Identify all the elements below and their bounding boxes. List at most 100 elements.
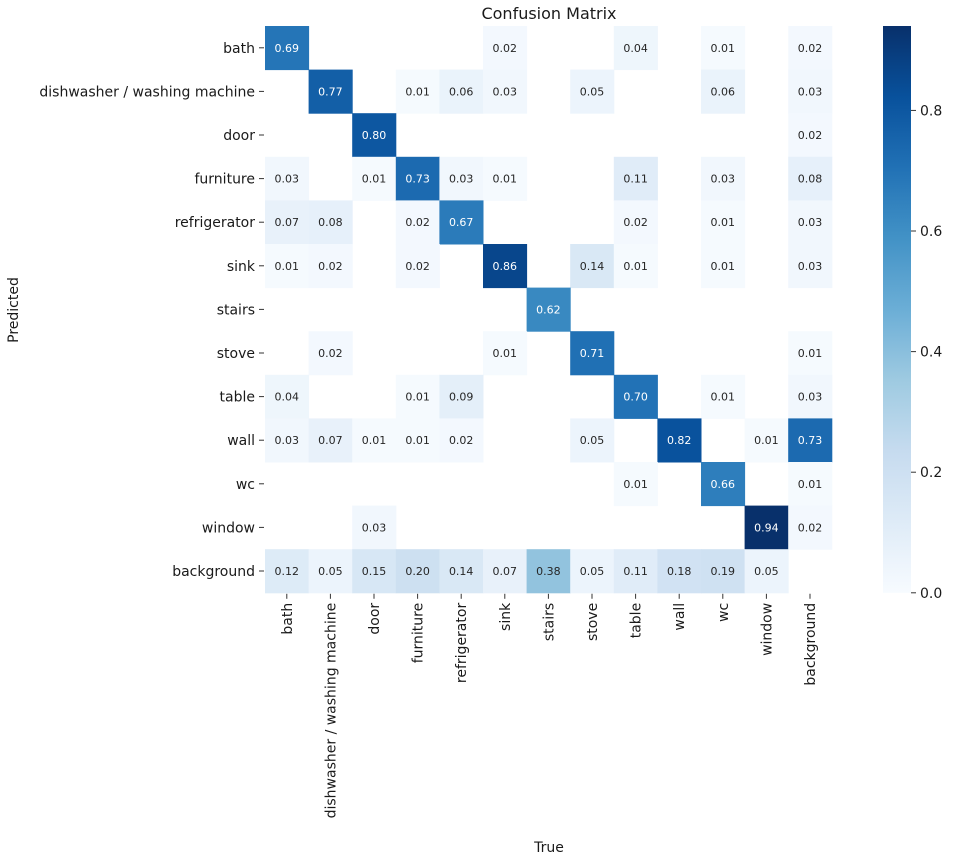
cell-value-label: 0.19 xyxy=(711,565,736,578)
heatmap-cell xyxy=(613,200,658,245)
x-axis-label: True xyxy=(533,840,564,856)
cell-value-label: 0.73 xyxy=(798,434,823,447)
cell-value-label: 0.09 xyxy=(449,391,474,404)
heatmap-cell xyxy=(613,549,658,594)
cell-value-label: 0.01 xyxy=(493,173,518,186)
heatmap-cell xyxy=(439,374,484,419)
heatmap-cell xyxy=(701,26,746,71)
cell-value-label: 0.62 xyxy=(536,303,561,316)
heatmap-cell xyxy=(744,505,789,550)
y-tick-label: dishwasher / washing machine xyxy=(39,84,255,100)
heatmap-cell xyxy=(265,26,310,71)
cell-value-label: 0.07 xyxy=(318,434,343,447)
cell-value-label: 0.15 xyxy=(362,565,387,578)
heatmap-cell xyxy=(308,200,353,245)
cell-value-label: 0.01 xyxy=(493,347,518,360)
cell-value-label: 0.02 xyxy=(493,42,518,55)
heatmap-cell xyxy=(308,549,353,594)
cell-value-label: 0.02 xyxy=(798,42,823,55)
cell-value-label: 0.94 xyxy=(754,521,779,534)
heatmap-cells xyxy=(265,26,833,594)
heatmap-cell xyxy=(657,549,702,594)
chart-title: Confusion Matrix xyxy=(481,4,616,23)
heatmap-cell xyxy=(701,549,746,594)
heatmap-cell xyxy=(395,418,440,463)
x-tick-label: stairs xyxy=(541,603,557,641)
cell-value-label: 0.86 xyxy=(493,260,518,273)
y-tick-label: table xyxy=(220,390,255,406)
y-tick-label: refrigerator xyxy=(175,215,256,231)
cell-value-label: 0.03 xyxy=(449,173,474,186)
x-tick-label: stove xyxy=(585,603,601,641)
heatmap-cell xyxy=(483,26,528,71)
cell-value-label: 0.01 xyxy=(362,173,387,186)
cell-value-label: 0.08 xyxy=(318,216,343,229)
heatmap-cell xyxy=(788,69,833,114)
cell-value-label: 0.01 xyxy=(405,391,430,404)
heatmap-cell xyxy=(701,462,746,507)
cell-value-label: 0.11 xyxy=(623,565,648,578)
heatmap-cell xyxy=(395,156,440,201)
cell-value-label: 0.01 xyxy=(798,347,823,360)
cell-value-label: 0.02 xyxy=(449,434,474,447)
cell-value-label: 0.77 xyxy=(318,85,343,98)
heatmap-cell xyxy=(570,244,615,289)
heatmap-cell xyxy=(570,418,615,463)
cell-value-label: 0.01 xyxy=(711,260,736,273)
heatmap-cell xyxy=(439,156,484,201)
cell-value-label: 0.38 xyxy=(536,565,561,578)
heatmap-cell xyxy=(570,331,615,376)
heatmap-cell xyxy=(352,418,397,463)
y-axis-label: Predicted xyxy=(6,277,22,343)
heatmap-cell xyxy=(788,113,833,158)
heatmap-cell xyxy=(744,418,789,463)
cell-value-label: 0.06 xyxy=(711,85,736,98)
x-tick-label: door xyxy=(367,603,383,635)
y-tick-label: wc xyxy=(236,477,255,493)
heatmap-cell xyxy=(395,69,440,114)
colorbar-tick-label: 0.8 xyxy=(920,103,942,119)
cell-value-label: 0.03 xyxy=(362,521,387,534)
cell-value-label: 0.01 xyxy=(798,478,823,491)
cell-value-label: 0.05 xyxy=(580,434,605,447)
cell-value-label: 0.14 xyxy=(449,565,474,578)
cell-value-label: 0.73 xyxy=(405,173,430,186)
heatmap-cell xyxy=(570,69,615,114)
heatmap-cell xyxy=(701,156,746,201)
heatmap-cell xyxy=(526,287,571,332)
cell-value-label: 0.07 xyxy=(493,565,518,578)
y-tick-label: wall xyxy=(227,433,255,449)
heatmap-cell xyxy=(657,418,702,463)
heatmap-cell xyxy=(701,244,746,289)
colorbar-tick-label: 0.6 xyxy=(920,224,942,240)
cell-value-label: 0.08 xyxy=(798,173,823,186)
heatmap-cell xyxy=(352,113,397,158)
heatmap-cell xyxy=(483,244,528,289)
cell-value-label: 0.01 xyxy=(623,478,648,491)
cell-value-label: 0.03 xyxy=(798,260,823,273)
cell-value-label: 0.01 xyxy=(275,260,300,273)
cell-value-label: 0.03 xyxy=(275,434,300,447)
cell-value-label: 0.01 xyxy=(711,216,736,229)
y-tick-label: window xyxy=(202,520,255,536)
heatmap-cell xyxy=(744,549,789,594)
colorbar-tick-label: 0.2 xyxy=(920,465,942,481)
heatmap-cell xyxy=(701,69,746,114)
x-tick-label: refrigerator xyxy=(454,603,470,684)
x-tick-labels: bath dishwasher / washing machine door furn… xyxy=(280,593,819,818)
colorbar-tick-label: 0.0 xyxy=(920,586,942,602)
cell-value-label: 0.66 xyxy=(711,478,736,491)
heatmap-cell xyxy=(788,505,833,550)
cell-value-label: 0.05 xyxy=(318,565,343,578)
heatmap-cell xyxy=(788,331,833,376)
cell-value-label: 0.11 xyxy=(623,173,648,186)
y-tick-label: stove xyxy=(217,346,255,362)
cell-value-label: 0.02 xyxy=(623,216,648,229)
heatmap-cell xyxy=(439,200,484,245)
heatmap-cell xyxy=(613,462,658,507)
y-tick-labels: bath dishwasher / washing machine door furn… xyxy=(39,41,264,580)
cell-value-label: 0.02 xyxy=(798,521,823,534)
cell-value-label: 0.18 xyxy=(667,565,692,578)
colorbar-gradient xyxy=(883,26,911,593)
